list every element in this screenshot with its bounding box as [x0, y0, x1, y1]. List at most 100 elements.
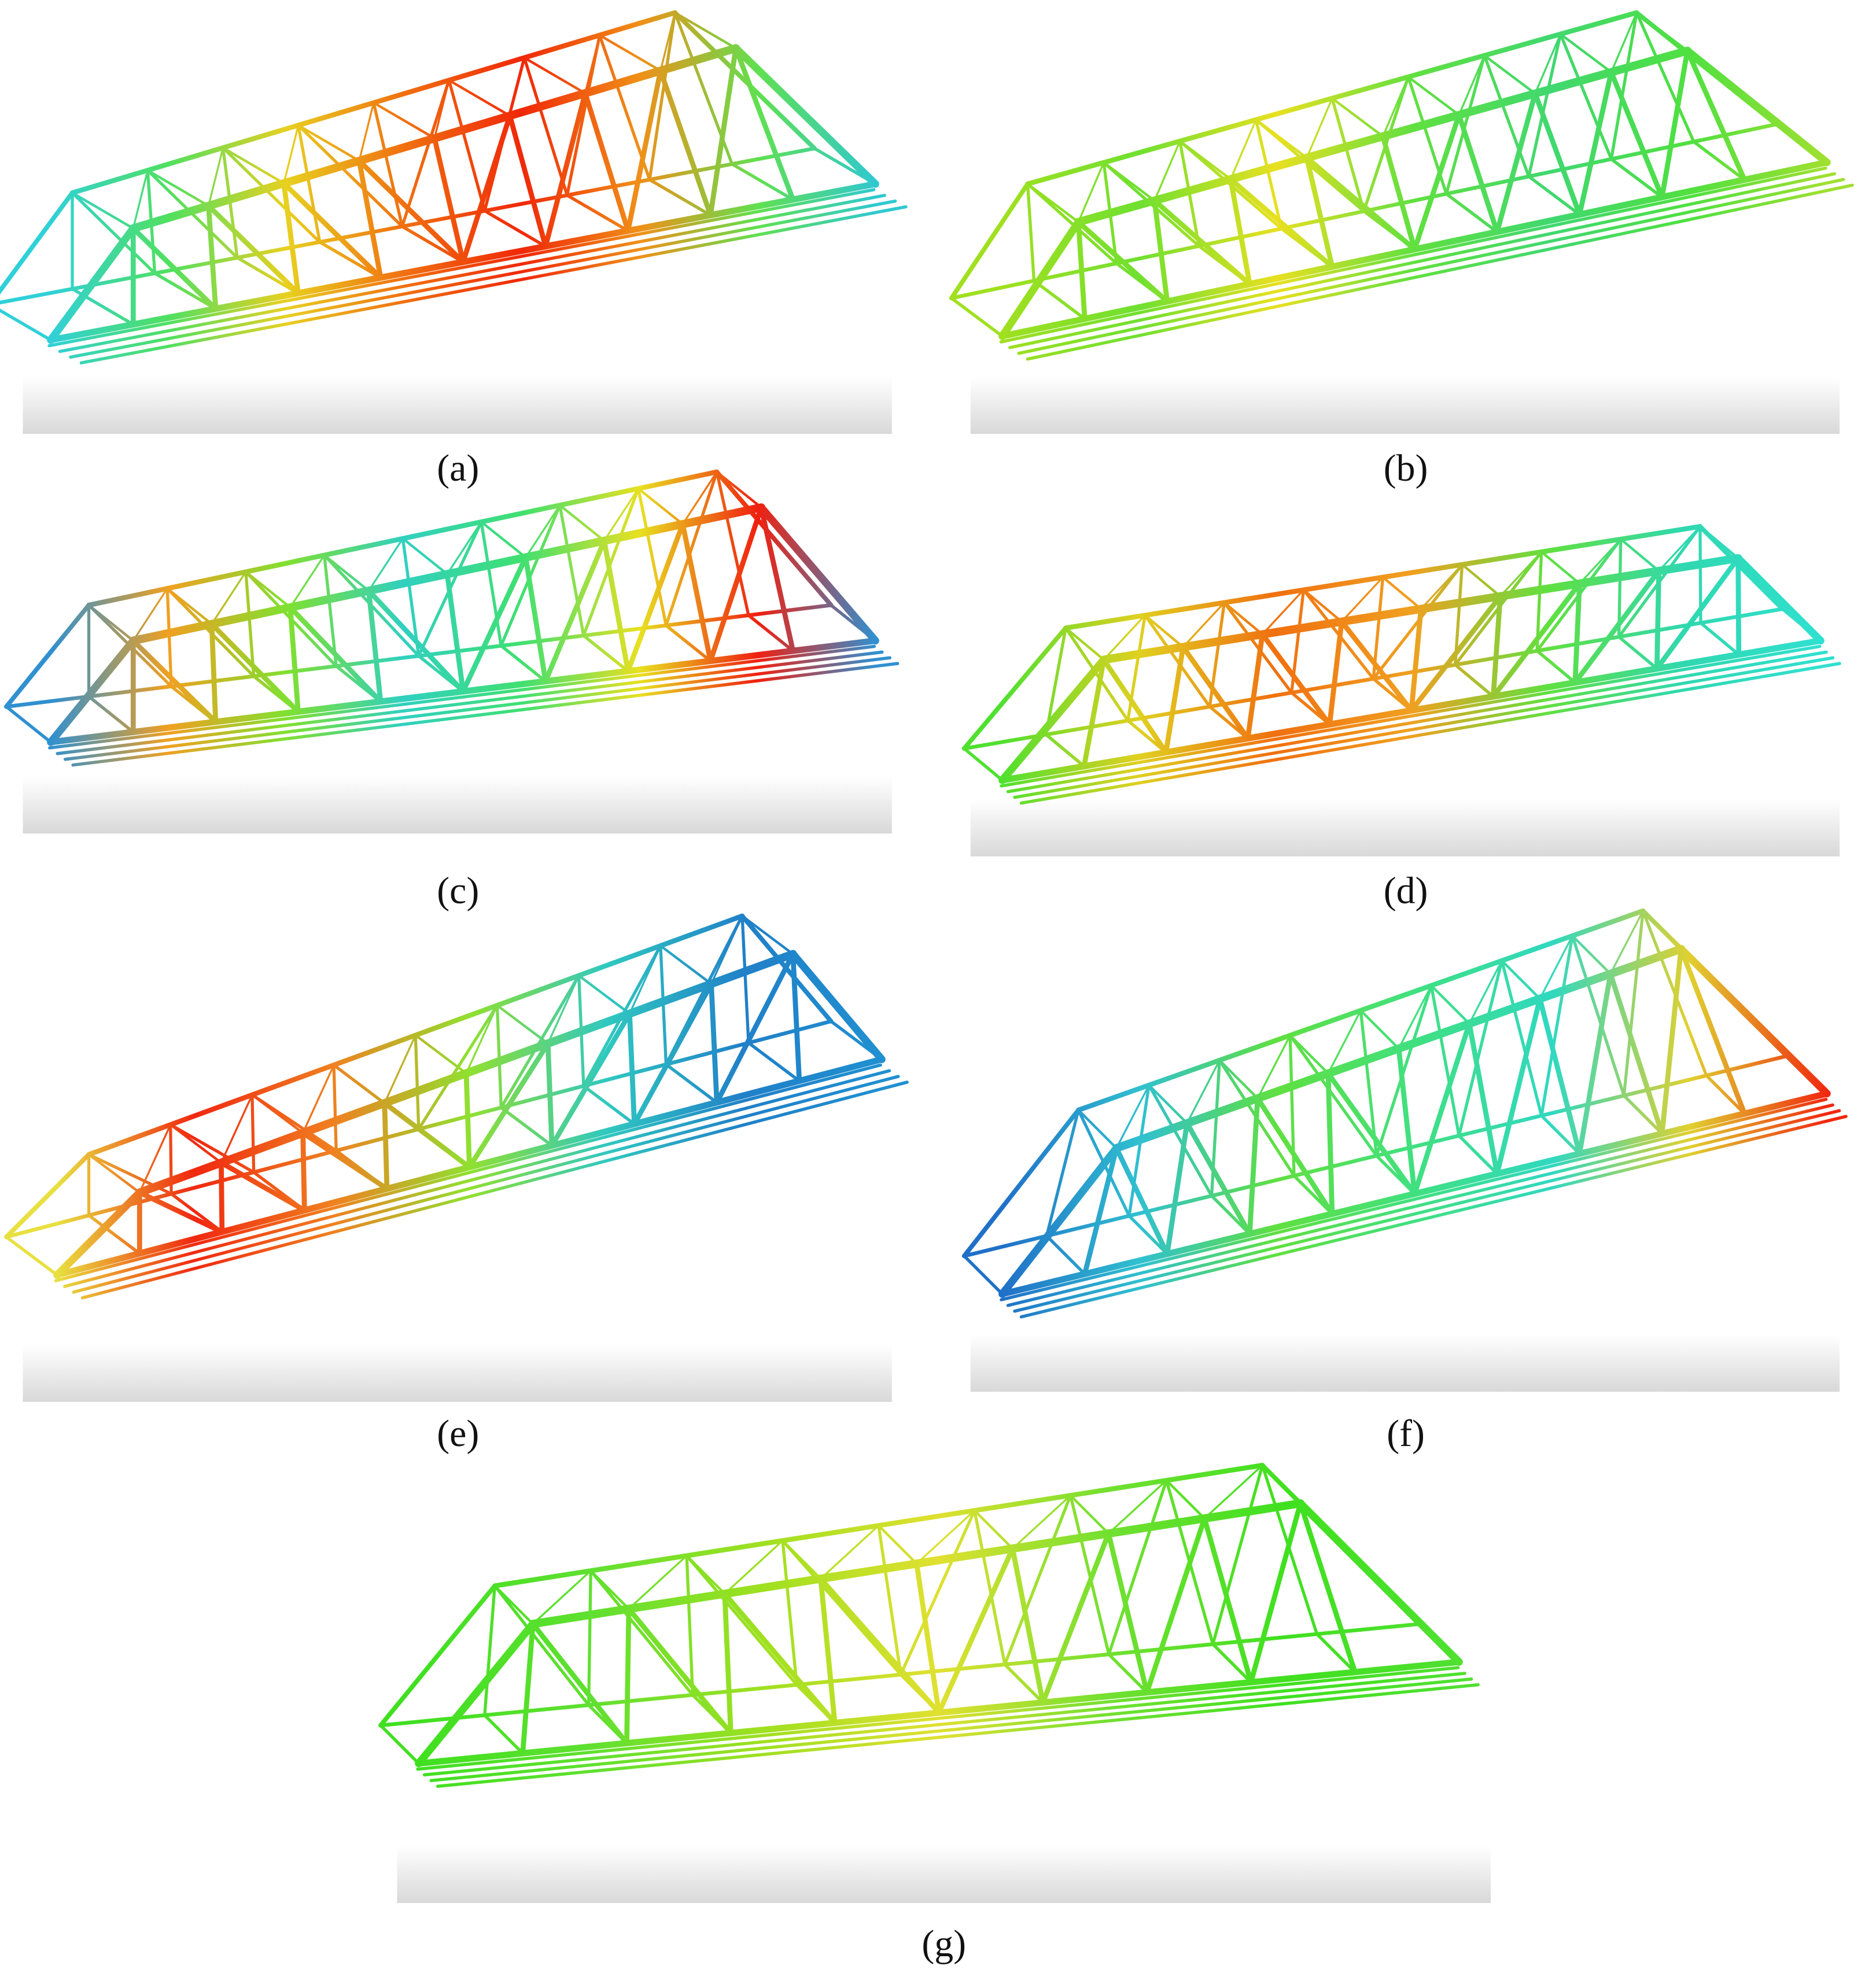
diagonal [1540, 934, 1574, 1117]
diagonal [1654, 555, 1741, 672]
lateral-brace [915, 1509, 976, 1565]
vertical [1396, 1046, 1417, 1197]
top-brace [71, 191, 135, 230]
diagonal [1143, 614, 1211, 709]
floor-beam [252, 1170, 307, 1212]
floor-beam [899, 1673, 941, 1714]
diagonal [1026, 182, 1118, 265]
floor-beam [417, 1127, 471, 1169]
diagonal [1222, 601, 1293, 695]
vertical [372, 101, 404, 228]
vertical [781, 1539, 798, 1687]
bridge-panel [378, 1463, 1491, 1904]
stringer [69, 199, 897, 359]
vertical [219, 1160, 225, 1235]
floor-beam [813, 146, 878, 186]
floor-beam [1197, 244, 1252, 286]
end-post [998, 655, 1108, 784]
bridge-panel [961, 523, 1841, 857]
vertical [1152, 198, 1170, 304]
stringer [72, 1075, 900, 1294]
top-brace [1571, 934, 1612, 975]
vertical [1105, 1530, 1150, 1695]
vertical [1491, 593, 1503, 699]
top-brace [1255, 118, 1309, 159]
top-brace [1430, 984, 1471, 1025]
floor-beam [1374, 1154, 1417, 1196]
floor-beam [499, 1106, 554, 1148]
end-post [998, 1144, 1121, 1298]
lateral-brace [681, 471, 718, 525]
vertical [624, 1606, 632, 1746]
end-post [961, 1108, 1081, 1259]
end-post [714, 469, 834, 608]
vertical [1254, 118, 1283, 230]
floor-beam [1315, 1632, 1357, 1674]
end-post [4, 603, 91, 709]
vertical [209, 621, 219, 725]
floor-beam [252, 674, 300, 714]
stringer [429, 1677, 1473, 1783]
lateral-brace [1229, 119, 1257, 180]
stringer [71, 662, 900, 767]
top-brace [1148, 1083, 1189, 1125]
panel-label: (g) [922, 1923, 966, 1965]
diagonal [1659, 48, 1690, 200]
diagonal [499, 974, 581, 1109]
lateral-brace [1381, 76, 1410, 138]
floor-beam [1362, 209, 1417, 251]
vertical [1298, 1500, 1358, 1675]
vertical [722, 1591, 734, 1736]
vertical [444, 571, 466, 694]
top-brace [659, 944, 713, 986]
diagonal [1622, 909, 1645, 1097]
floor-beam [1289, 691, 1332, 726]
diagonal [1412, 112, 1462, 252]
lateral-brace [465, 1004, 499, 1075]
floor-beam [795, 1683, 836, 1725]
diagonal [565, 34, 602, 197]
vertical [463, 1071, 472, 1170]
vertical [495, 1004, 503, 1109]
diagonal [1409, 593, 1503, 713]
diagonal [781, 1539, 902, 1676]
top-brace [598, 34, 662, 72]
lateral-brace [132, 169, 149, 230]
vertical [1483, 54, 1531, 178]
floor-beam [747, 614, 795, 652]
end-post [47, 224, 137, 344]
diagonal [1457, 959, 1503, 1138]
ground [970, 377, 1840, 434]
floor-beam [582, 634, 630, 673]
vertical [281, 180, 301, 296]
stringer [1000, 1097, 1828, 1301]
top-brace [250, 1093, 304, 1134]
stringer [58, 194, 886, 353]
floor-beam [1617, 635, 1659, 670]
floor-beam [1280, 227, 1334, 268]
top-brace [685, 1554, 727, 1595]
lateral-brace [301, 1064, 335, 1134]
vertical [520, 1621, 536, 1756]
floor-beam [1127, 1214, 1169, 1256]
end-post [998, 218, 1082, 340]
diagonal [297, 123, 404, 228]
vertical [715, 470, 750, 617]
floor-beam [169, 1192, 224, 1234]
lateral-brace [1499, 551, 1543, 597]
end-post [1697, 524, 1785, 611]
top-brace [1461, 563, 1502, 598]
stringer [1019, 662, 1841, 805]
stringer [47, 188, 876, 348]
vertical [1654, 568, 1661, 672]
bridge-panel [961, 908, 1848, 1392]
vertical [1608, 971, 1665, 1137]
floor-beam [1774, 123, 1829, 164]
top-brace [1407, 75, 1461, 116]
vertical [1010, 1546, 1046, 1705]
lateral-brace [1398, 984, 1432, 1050]
floor-beam [1692, 140, 1746, 182]
vertical [1559, 32, 1613, 161]
diagonal [1255, 1096, 1335, 1216]
